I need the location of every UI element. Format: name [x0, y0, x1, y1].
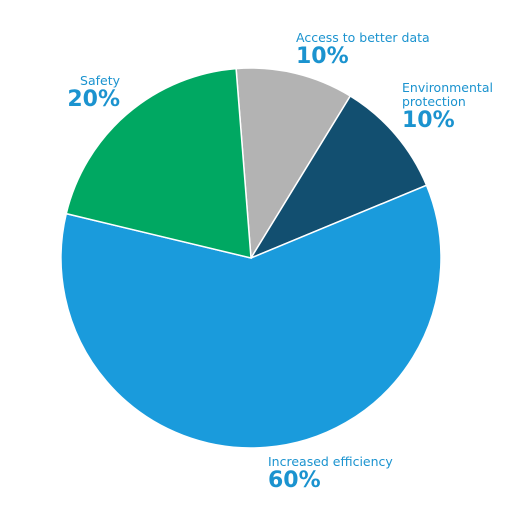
- pie-slice: [65, 67, 252, 259]
- slice-value: 10%: [402, 108, 455, 133]
- pie-slice: [60, 184, 442, 449]
- pie-slice: [249, 94, 428, 260]
- slice-label: Increased efficiency 60%: [268, 455, 468, 492]
- slice-label: Environmental protection 10%: [402, 81, 502, 132]
- slice-label: Access to better data 10%: [296, 31, 456, 68]
- pie-slice: [235, 67, 352, 261]
- slice-name: Environmental protection: [402, 80, 493, 109]
- slice-name: Access to better data: [296, 30, 430, 45]
- slice-label: Safety 20%: [40, 74, 120, 111]
- slice-name: Safety: [80, 73, 120, 88]
- slice-name: Increased efficiency: [268, 454, 393, 469]
- slice-value: 20%: [67, 87, 120, 112]
- slice-value: 60%: [268, 468, 321, 493]
- slice-value: 10%: [296, 44, 349, 69]
